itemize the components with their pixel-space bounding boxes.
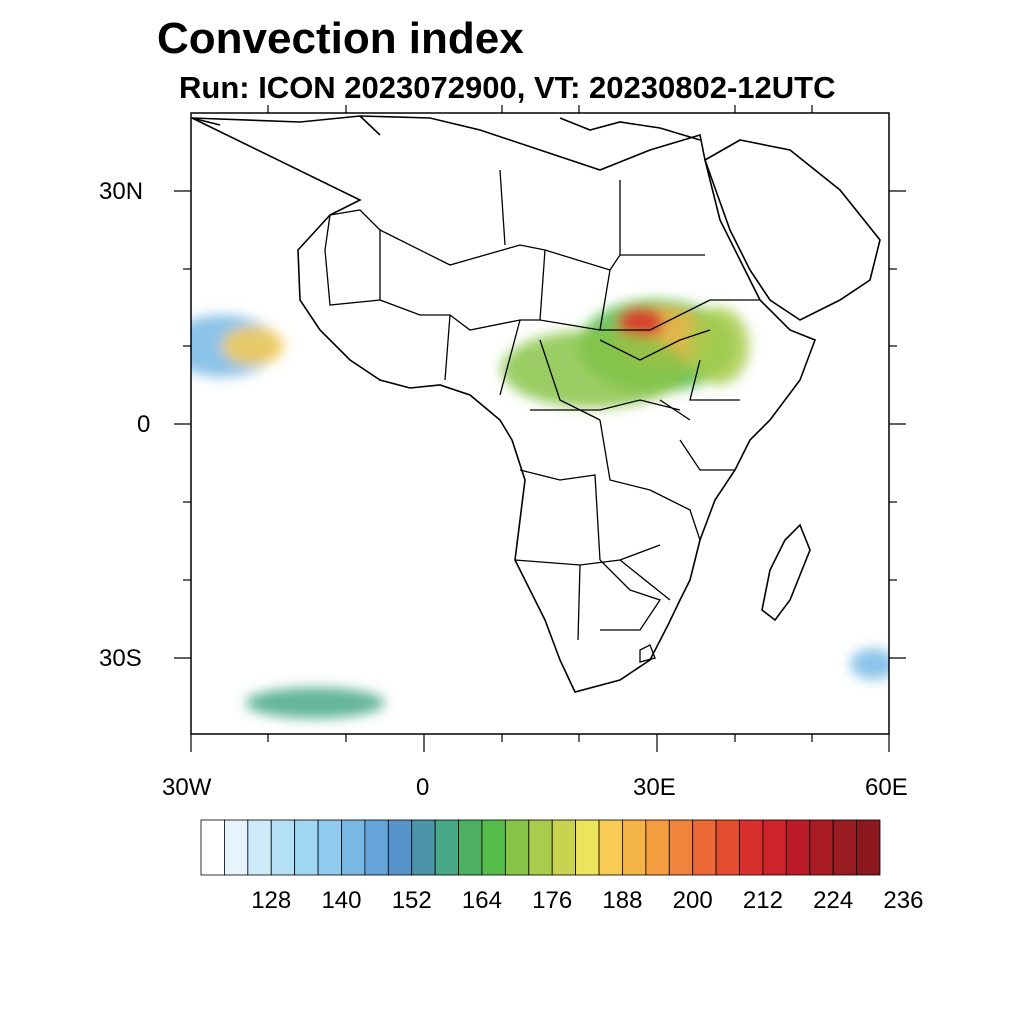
colorbar-label: 200: [672, 887, 713, 914]
colorbar-box: [785, 819, 811, 876]
page-subtitle: Run: ICON 2023072900, VT: 20230802-12UTC: [179, 70, 836, 105]
colorbar-box: [434, 819, 459, 876]
colorbar-box: [247, 819, 272, 876]
colorbar-label: 152: [391, 887, 432, 914]
field-south-atlantic-band: [245, 687, 385, 719]
colorbar-box: [598, 819, 623, 876]
colorbar-box: [645, 819, 670, 876]
field-central-africa: [501, 330, 688, 408]
colorbar-box: [551, 819, 577, 876]
lon-label-60e: 60E: [865, 774, 908, 801]
colorbar-box: [270, 819, 296, 876]
page-title: Convection index: [157, 14, 524, 63]
africa-coastline: [191, 115, 817, 693]
colorbar-box: [622, 819, 647, 876]
lon-label-30w: 30W: [162, 774, 212, 801]
colorbar-box: [294, 819, 319, 876]
lon-label-0: 0: [416, 774, 430, 801]
colorbar-label: 128: [251, 887, 292, 914]
coastlines: [191, 115, 881, 693]
country-borders: [324, 169, 760, 663]
colorbar-box: [387, 819, 413, 876]
colorbar-label: 212: [742, 887, 783, 914]
field-madagascar-east: [850, 648, 889, 680]
field-west-core: [222, 326, 285, 366]
colorbar-box: [458, 819, 483, 876]
colorbar-box: [762, 819, 787, 876]
lon-label-30e: 30E: [633, 774, 676, 801]
colorbar-label: 188: [602, 887, 643, 914]
colorbar-box: [528, 819, 553, 876]
colorbar-box: [364, 819, 389, 876]
lat-label-30n: 30N: [99, 178, 144, 205]
colorbar-label: 176: [532, 887, 573, 914]
convection-field: [191, 299, 889, 719]
colorbar-box: [481, 819, 506, 876]
map-frame: [190, 112, 890, 735]
colorbar-box: [692, 819, 717, 876]
colorbar-box: [411, 819, 436, 876]
mediterranean-coast: [191, 115, 701, 141]
axis-ticks: [174, 105, 906, 752]
lat-label-0: 0: [137, 411, 151, 438]
madagascar-coastline: [761, 523, 811, 622]
colorbar-label: 224: [813, 887, 854, 914]
colorbar-box: [856, 819, 881, 876]
colorbar-box: [739, 819, 764, 876]
colorbar-box: [575, 819, 600, 876]
colorbar-label: 164: [461, 887, 502, 914]
colorbar-box: [224, 819, 249, 876]
colorbar-box: [504, 819, 530, 876]
colorbar-box: [341, 819, 366, 876]
arabia-coastline: [704, 139, 881, 321]
colorbar-box: [832, 819, 857, 876]
field-ethiopia: [687, 307, 750, 385]
colorbar-label: 236: [883, 887, 924, 914]
colorbar-box: [317, 819, 342, 876]
colorbar-box: [200, 819, 225, 876]
colorbar-box: [668, 819, 694, 876]
colorbar-box: [809, 819, 834, 876]
colorbar-label: 140: [321, 887, 362, 914]
colorbar-box: [715, 819, 740, 876]
colorbar: [200, 819, 881, 876]
lat-label-30s: 30S: [99, 645, 142, 672]
